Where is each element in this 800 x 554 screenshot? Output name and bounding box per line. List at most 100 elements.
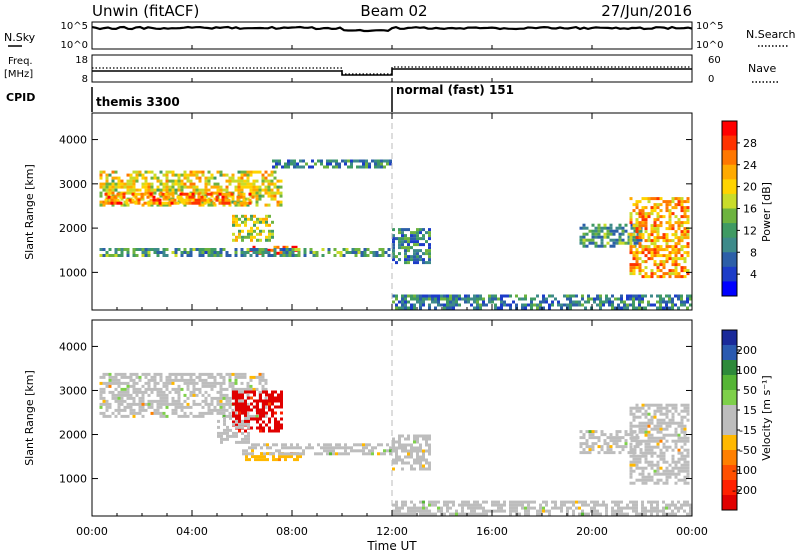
heatmap-cell: [683, 215, 687, 219]
heatmap-cell: [192, 182, 196, 186]
heatmap-cell: [272, 165, 275, 169]
heatmap-cell: [198, 372, 202, 376]
heatmap-cell: [629, 421, 633, 425]
heatmap-cell: [162, 393, 166, 397]
heatmap-cell: [238, 217, 241, 221]
heatmap-cell: [650, 433, 654, 437]
heatmap-cell: [410, 231, 413, 235]
heatmap-cell: [479, 294, 482, 298]
heatmap-cell: [276, 191, 280, 195]
heatmap-cell: [473, 294, 476, 298]
heatmap-cell: [195, 402, 199, 406]
heatmap-cell: [353, 449, 356, 453]
heatmap-cell: [593, 300, 596, 304]
colorbar-tick-label: 100: [736, 364, 757, 377]
heatmap-cell: [326, 165, 329, 169]
heatmap-cell: [223, 437, 226, 441]
heatmap-cell: [293, 159, 296, 163]
heatmap-cell: [647, 430, 651, 434]
heatmap-cell: [521, 503, 524, 507]
heatmap-cell: [246, 248, 250, 251]
heatmap-cell: [458, 294, 461, 298]
heatmap-cell: [268, 393, 271, 397]
heatmap-cell: [271, 235, 274, 239]
heatmap-cell: [621, 226, 625, 230]
heatmap-cell: [395, 440, 398, 444]
heatmap-cell: [539, 512, 542, 516]
heatmap-cell: [686, 460, 690, 464]
heatmap-cell: [156, 248, 160, 251]
heatmap-cell: [416, 243, 419, 247]
heatmap-cell: [659, 303, 662, 307]
heatmap-cell: [284, 458, 287, 462]
heatmap-cell: [363, 254, 367, 257]
heatmap-cell: [618, 439, 622, 443]
heatmap-cell: [548, 294, 551, 298]
heatmap-cell: [261, 375, 265, 379]
heatmap-cell: [126, 248, 130, 251]
heatmap-cell: [632, 294, 635, 298]
heatmap-cell: [624, 433, 628, 437]
heatmap-cell: [597, 445, 601, 449]
heatmap-cell: [226, 437, 229, 441]
heatmap-cell: [425, 252, 428, 256]
heatmap-cell: [639, 229, 643, 233]
heatmap-cell: [404, 303, 407, 307]
colorbar-swatch: [722, 252, 737, 268]
heatmap-cell: [219, 381, 223, 385]
heatmap-cell: [218, 198, 222, 202]
heatmap-cell: [296, 165, 299, 169]
heatmap-cell: [230, 192, 234, 196]
heatmap-cell: [250, 390, 253, 394]
heatmap-cell: [132, 188, 136, 192]
heatmap-cell: [683, 500, 686, 504]
heatmap-cell: [650, 427, 654, 431]
heatmap-cell: [251, 195, 255, 199]
heatmap-cell: [609, 436, 613, 440]
heatmap-cell: [647, 303, 650, 307]
heatmap-cell: [262, 402, 265, 406]
heatmap-cell: [244, 402, 247, 406]
heatmap-cell: [653, 445, 657, 449]
heatmap-cell: [147, 170, 151, 174]
heatmap-cell: [587, 300, 590, 304]
heatmap-cell: [431, 297, 434, 301]
heatmap-cell: [641, 412, 645, 416]
heatmap-cell: [317, 159, 320, 163]
heatmap-cell: [174, 375, 178, 379]
heatmap-cell: [395, 255, 398, 259]
heatmap-cell: [419, 306, 422, 310]
heatmap-cell: [108, 375, 112, 379]
heatmap-cell: [674, 248, 678, 252]
heatmap-cell: [105, 408, 109, 412]
heatmap-cell: [134, 201, 138, 205]
colorbar-swatch: [722, 420, 737, 436]
heatmap-cell: [653, 236, 657, 240]
heatmap-cell: [264, 414, 268, 418]
heatmap-cell: [241, 437, 244, 441]
heatmap-cell: [668, 239, 672, 243]
heatmap-cell: [578, 303, 581, 307]
heatmap-cell: [668, 272, 672, 276]
heatmap-cell: [247, 420, 250, 424]
heatmap-cell: [597, 226, 601, 230]
heatmap-cell: [582, 436, 586, 440]
heatmap-cell: [665, 460, 669, 464]
heatmap-cell: [173, 201, 177, 205]
heatmap-cell: [210, 384, 214, 388]
heatmap-cell: [446, 306, 449, 310]
heatmap-cell: [248, 198, 252, 202]
heatmap-cell: [171, 411, 175, 415]
heatmap-cell: [641, 245, 645, 249]
colorbar-swatch: [722, 405, 737, 421]
heatmap-cell: [585, 226, 589, 230]
heatmap-cell: [683, 300, 686, 304]
heatmap-cell: [165, 384, 169, 388]
heatmap-cell: [114, 182, 118, 186]
heatmap-cell: [207, 254, 211, 257]
heatmap-cell: [238, 396, 241, 400]
heatmap-cell: [265, 235, 268, 239]
heatmap-cell: [197, 201, 201, 205]
heatmap-cell: [269, 446, 272, 450]
heatmap-cell: [381, 254, 385, 257]
